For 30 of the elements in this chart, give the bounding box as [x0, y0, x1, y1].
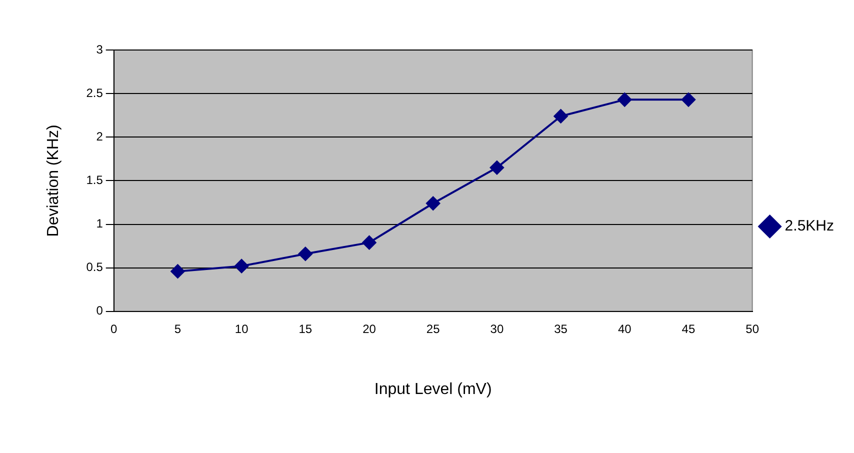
point	[426, 196, 440, 210]
point	[681, 92, 696, 107]
point	[618, 92, 632, 107]
x-tick-label: 30	[490, 322, 504, 336]
x-tick-label: 5	[174, 322, 182, 336]
x-tick-label: 35	[554, 322, 568, 336]
point	[554, 109, 568, 124]
x-tick-label: 50	[746, 322, 760, 336]
y-tick-label: 1.5	[86, 173, 104, 188]
x-axis-title: Input Level (mV)	[374, 380, 492, 398]
y-tick-label: 1	[96, 216, 104, 231]
y-axis-title: Deviation (KHz)	[45, 124, 62, 237]
point	[362, 236, 376, 250]
x-tick-label: 45	[682, 322, 696, 336]
y-tick-label: 2.5	[86, 86, 104, 100]
y-tick-label: 0	[96, 304, 104, 318]
point	[234, 259, 249, 274]
x-tick-label: 25	[426, 322, 440, 336]
x-tick-label: 20	[362, 322, 376, 336]
point	[170, 264, 185, 278]
x-tick-label: 0	[110, 322, 118, 336]
point	[490, 160, 504, 175]
x-tick-label: 40	[618, 322, 632, 336]
y-tick-label: 0.5	[86, 260, 104, 274]
legend-label: 2.5KHz	[784, 218, 834, 235]
x-tick-label: 15	[298, 322, 312, 336]
y-tick-label: 2	[96, 129, 104, 144]
x-tick-label: 10	[234, 322, 249, 336]
y-tick-label: 3	[96, 42, 104, 56]
point	[298, 246, 312, 261]
